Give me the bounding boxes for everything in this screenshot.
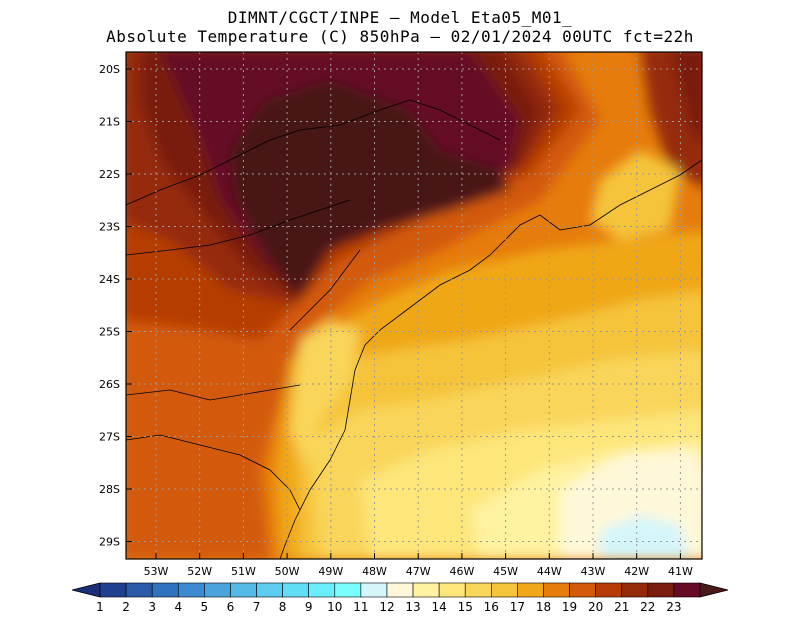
colorbar-swatch: [517, 582, 544, 598]
map-frame: [125, 51, 703, 560]
temperature-field: [126, 52, 702, 559]
colorbar-swatch: [491, 582, 518, 598]
colorbar-label: 5: [201, 600, 209, 614]
colorbar-label: 14: [431, 600, 446, 614]
lon-label: 49W: [318, 565, 343, 578]
colorbar-label: 7: [253, 600, 261, 614]
colorbar-swatch: [543, 582, 570, 598]
colorbar-label: 9: [305, 600, 313, 614]
colorbar-label: 6: [227, 600, 235, 614]
lon-label: 48W: [362, 565, 387, 578]
colorbar-swatch: [256, 582, 283, 598]
map-title-line1: DIMNT/CGCT/INPE – Model Eta05_M01_: [227, 8, 573, 27]
colorbar-label: 16: [484, 600, 499, 614]
lat-label: 23S: [99, 221, 120, 234]
colorbar-swatch: [360, 582, 388, 598]
colorbar-right-arrow: [699, 582, 729, 598]
colorbar-swatch: [334, 582, 362, 598]
graticule: [126, 52, 702, 559]
colorbar-label: 19: [562, 600, 577, 614]
lat-label: 27S: [99, 431, 120, 444]
colorbar-label: 23: [666, 600, 681, 614]
colorbar-swatch: [569, 582, 596, 598]
lat-label: 28S: [99, 483, 120, 496]
coastlines: [126, 99, 702, 559]
colorbar-swatch: [595, 582, 623, 598]
colorbar-swatch: [99, 582, 127, 598]
colorbar-swatch: [204, 582, 231, 598]
longitude-labels: 53W 52W 51W 50W 49W 48W 47W 46W 45W 44W 43W 42W 41W: [144, 553, 693, 578]
colorbar-label: 21: [614, 600, 629, 614]
colorbar: 1 2 3 4 5 6 7 8 9 10 11 12 13 14 15 16 17 18 19 20 21 22 23: [71, 582, 729, 614]
colorbar-label: 17: [510, 600, 525, 614]
colorbar-label: 8: [279, 600, 287, 614]
colorbar-label: 22: [640, 600, 655, 614]
lon-label: 46W: [449, 565, 474, 578]
lat-label: 26S: [99, 378, 120, 391]
colorbar-label: 18: [536, 600, 551, 614]
colorbar-label: 12: [379, 600, 394, 614]
lat-label: 20S: [99, 63, 120, 76]
colorbar-swatch: [412, 582, 440, 598]
lat-label: 24S: [99, 273, 120, 286]
colorbar-swatch: [125, 582, 153, 598]
colorbar-label: 4: [174, 600, 182, 614]
colorbar-label: 20: [588, 600, 603, 614]
lon-label: 42W: [624, 565, 649, 578]
lat-label: 21S: [99, 116, 120, 129]
colorbar-left-arrow: [71, 582, 101, 598]
colorbar-swatch: [151, 582, 179, 598]
colorbar-swatch: [230, 582, 257, 598]
colorbar-swatch: [177, 582, 205, 598]
lon-label: 43W: [581, 565, 606, 578]
lon-label: 52W: [187, 565, 212, 578]
colorbar-swatch: [282, 582, 309, 598]
colorbar-swatch: [308, 582, 336, 598]
map-title-line2: Absolute Temperature (C) 850hPa – 02/01/…: [106, 27, 694, 46]
lon-label: 51W: [231, 565, 256, 578]
lon-label: 44W: [537, 565, 562, 578]
lon-label: 45W: [493, 565, 518, 578]
colorbar-swatch: [386, 582, 414, 598]
lon-label: 53W: [144, 565, 169, 578]
lat-label: 25S: [99, 326, 120, 339]
lon-label: 47W: [406, 565, 431, 578]
colorbar-swatch: [438, 582, 466, 598]
colorbar-label: 3: [148, 600, 156, 614]
colorbar-swatch: [673, 582, 701, 598]
colorbar-label: 10: [327, 600, 342, 614]
colorbar-label: 2: [122, 600, 130, 614]
colorbar-label: 1: [96, 600, 104, 614]
colorbar-label: 15: [458, 600, 473, 614]
colorbar-swatch: [464, 582, 492, 598]
lon-label: 50W: [275, 565, 300, 578]
lat-label: 29S: [99, 536, 120, 549]
colorbar-label: 13: [405, 600, 420, 614]
lon-label: 41W: [668, 565, 693, 578]
colorbar-swatch: [621, 582, 649, 598]
lat-label: 22S: [99, 168, 120, 181]
colorbar-swatch: [647, 582, 675, 598]
latitude-labels: 20S 21S 22S 23S 24S 25S 26S 27S 28S 29S: [99, 63, 132, 549]
colorbar-label: 11: [353, 600, 368, 614]
